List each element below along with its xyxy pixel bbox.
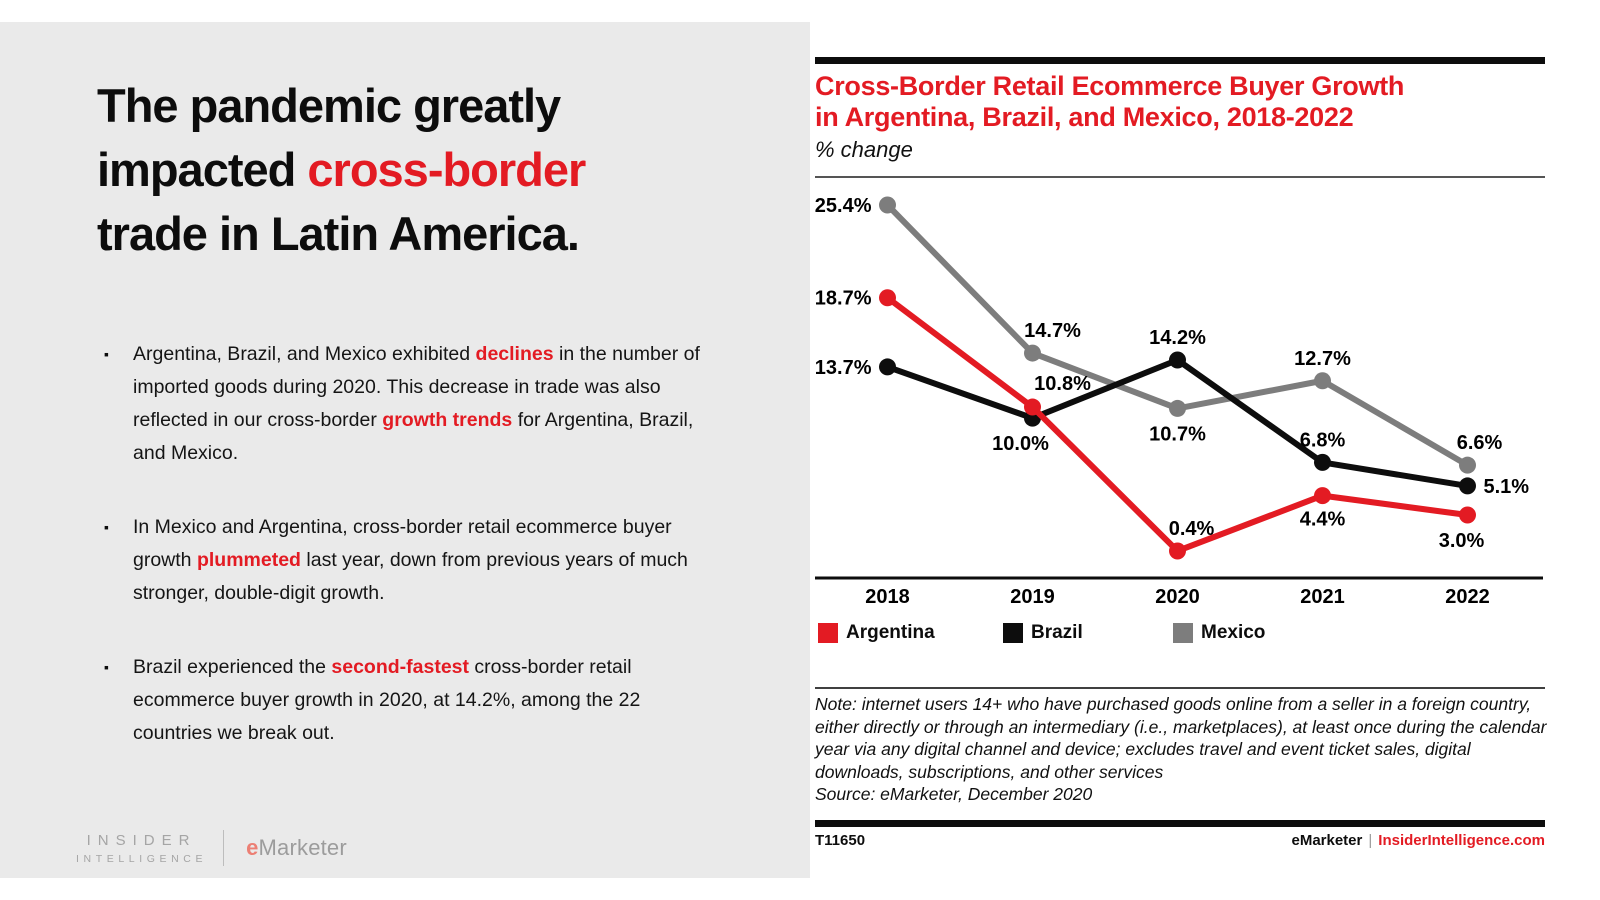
data-label-brazil-2020: 14.2%: [1149, 327, 1206, 349]
legend-swatch-mexico: [1173, 623, 1193, 643]
data-point-brazil-2018: [879, 358, 896, 376]
data-point-brazil-2022: [1459, 477, 1476, 495]
x-tick-label-2021: 2021: [1300, 586, 1345, 608]
data-label-brazil-2021: 6.8%: [1300, 429, 1346, 451]
subtitle-rule: [815, 176, 1545, 178]
data-label-mexico-2018: 25.4%: [815, 195, 872, 217]
data-label-brazil-2019: 10.0%: [992, 433, 1049, 455]
data-label-mexico-2021: 12.7%: [1294, 348, 1351, 370]
headline-highlight: cross-border: [307, 143, 586, 196]
data-label-mexico-2019: 14.7%: [1024, 320, 1081, 342]
data-point-mexico-2018: [879, 196, 896, 214]
growth-line-chart: 18.7% 10.8% 0.4% 4.4% 3.0% 13.7% 10.0% 14.2% 6.8…: [815, 195, 1543, 608]
headline: The pandemic greatly impacted cross-bord…: [97, 74, 747, 266]
legend-swatch-brazil: [1003, 623, 1023, 643]
brand-logo-row: INSIDER INTELLIGENCE eMarketer: [76, 830, 347, 866]
chart-top-rule: [815, 57, 1545, 64]
bullet-item-3: ▪ Brazil experienced the second-fastest …: [104, 651, 729, 750]
legend-item-mexico: Mexico: [1173, 622, 1265, 644]
legend-label-mexico: Mexico: [1201, 622, 1266, 643]
data-point-mexico-2022: [1459, 456, 1476, 474]
x-tick-label-2022: 2022: [1445, 586, 1490, 608]
data-point-mexico-2021: [1314, 372, 1331, 390]
headline-line-3: trade in Latin America.: [97, 207, 580, 260]
x-tick-label-2019: 2019: [1010, 586, 1055, 608]
bullet-item-1: ▪ Argentina, Brazil, and Mexico exhibite…: [104, 338, 729, 470]
left-panel: The pandemic greatly impacted cross-bord…: [0, 22, 810, 878]
bullet-marker: ▪: [104, 346, 109, 362]
emarketer-logo: eMarketer: [246, 835, 347, 860]
x-tick-label-2018: 2018: [865, 586, 910, 608]
chart-note: Note: internet users 14+ who have purcha…: [815, 693, 1547, 806]
data-label-mexico-2020: 10.7%: [1149, 423, 1206, 445]
data-point-mexico-2020: [1169, 399, 1186, 417]
data-label-argentina-2020: 0.4%: [1169, 518, 1215, 540]
bullet-marker: ▪: [104, 519, 109, 535]
data-label-argentina-2022: 3.0%: [1439, 530, 1485, 552]
chart-title: Cross-Border Retail Ecommerce Buyer Grow…: [815, 71, 1405, 132]
legend-label-brazil: Brazil: [1031, 622, 1083, 643]
bullet-marker: ▪: [104, 659, 109, 675]
chart-subtitle: % change: [815, 137, 913, 162]
data-point-argentina-2019: [1024, 398, 1041, 416]
legend-item-argentina: Argentina: [818, 622, 935, 644]
chart-panel: Cross-Border Retail Ecommerce Buyer Grow…: [815, 0, 1547, 900]
headline-line-1: The pandemic greatly: [97, 79, 561, 132]
source-text: Source: eMarketer, December 2020: [815, 784, 1093, 804]
logo-divider: [223, 830, 225, 866]
data-point-argentina-2018: [879, 289, 896, 307]
data-label-mexico-2022: 6.6%: [1457, 432, 1503, 454]
bullet-item-2: ▪ In Mexico and Argentina, cross-border …: [104, 511, 729, 610]
chart-legend: Argentina Brazil Mexico: [815, 622, 1545, 650]
data-label-argentina-2021: 4.4%: [1300, 509, 1346, 531]
bullet-list: ▪ Argentina, Brazil, and Mexico exhibite…: [104, 338, 729, 791]
footer-separator: |: [1368, 832, 1373, 849]
legend-label-argentina: Argentina: [846, 622, 935, 643]
x-tick-label-2020: 2020: [1155, 586, 1200, 608]
data-point-mexico-2019: [1024, 344, 1041, 362]
data-point-argentina-2020: [1169, 542, 1186, 560]
footer-site-link: InsiderIntelligence.com: [1378, 832, 1545, 849]
bullet-text-2: In Mexico and Argentina, cross-border re…: [133, 516, 688, 604]
chart-footer: T11650 eMarketer | InsiderIntelligence.com: [815, 832, 1545, 849]
footer-brands: eMarketer | InsiderIntelligence.com: [1291, 832, 1545, 849]
data-label-brazil-2018: 13.7%: [815, 357, 872, 379]
legend-item-brazil: Brazil: [1003, 622, 1083, 644]
bullet-text-3: Brazil experienced the second-fastest cr…: [133, 656, 641, 744]
data-point-brazil-2021: [1314, 453, 1331, 471]
chart-bottom-rule: [815, 820, 1545, 827]
note-text: Note: internet users 14+ who have purcha…: [815, 694, 1547, 782]
data-label-brazil-2022: 5.1%: [1484, 476, 1530, 498]
data-label-argentina-2019: 10.8%: [1034, 373, 1091, 395]
insider-intelligence-logo: INSIDER INTELLIGENCE: [76, 831, 208, 865]
legend-swatch-argentina: [818, 623, 838, 643]
note-rule: [815, 687, 1545, 689]
data-point-argentina-2022: [1459, 506, 1476, 524]
data-label-argentina-2018: 18.7%: [815, 288, 872, 310]
chart-id: T11650: [815, 832, 866, 849]
data-point-brazil-2020: [1169, 351, 1186, 369]
headline-line-2: impacted cross-border: [97, 143, 586, 196]
footer-brand-emarketer: eMarketer: [1291, 832, 1363, 849]
data-point-argentina-2021: [1314, 487, 1331, 505]
bullet-text-1: Argentina, Brazil, and Mexico exhibited …: [133, 343, 700, 464]
